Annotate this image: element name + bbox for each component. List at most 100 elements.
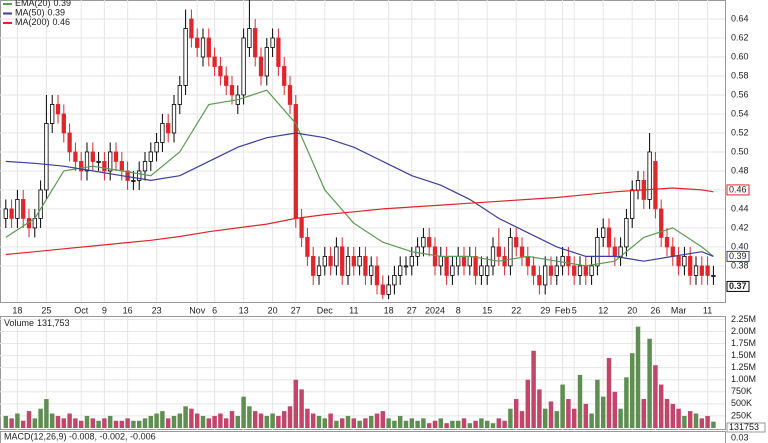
candle-body xyxy=(450,265,455,276)
y-tick-label: 250K xyxy=(731,410,752,420)
x-tick-label: Dec xyxy=(317,305,334,315)
volume-bar xyxy=(508,408,513,428)
candle-body xyxy=(583,265,588,276)
candle-body xyxy=(299,218,304,238)
volume-bar xyxy=(519,411,525,428)
volume-badge-label: 131753 xyxy=(729,422,759,432)
x-tick-label: 27 xyxy=(291,305,301,315)
candle-body xyxy=(398,265,403,276)
volume-bar xyxy=(15,413,20,428)
volume-bar xyxy=(473,420,478,428)
volume-bar xyxy=(525,379,531,428)
candle-body xyxy=(577,265,583,276)
legend-label: MA(200) 0.46 xyxy=(15,17,70,27)
volume-bar xyxy=(554,411,560,428)
volume-bar xyxy=(206,418,212,428)
volume-bar xyxy=(397,415,403,428)
y-tick-label: 0.42 xyxy=(731,222,749,232)
x-tick-label: 9 xyxy=(102,305,107,315)
y-tick-label: 0.50 xyxy=(731,146,749,156)
volume-bar xyxy=(711,421,716,428)
candle-body xyxy=(659,208,664,238)
candle-body xyxy=(357,256,362,267)
volume-bar xyxy=(502,420,507,428)
candle-body xyxy=(688,256,693,276)
candle-body xyxy=(3,208,8,219)
volume-bar xyxy=(61,418,67,428)
candle-body xyxy=(467,256,472,267)
legend-label: MA(50) 0.39 xyxy=(15,8,65,18)
candle-body xyxy=(403,265,409,268)
candle-body xyxy=(374,265,380,286)
y-tick-label: 0.62 xyxy=(731,32,749,42)
candle-body xyxy=(630,189,635,219)
y-tick-label: 0.03 xyxy=(731,432,749,442)
volume-bar xyxy=(20,420,26,428)
candle-body xyxy=(444,256,449,276)
candle-body xyxy=(363,256,368,276)
x-tick-label: 23 xyxy=(152,305,162,315)
candle-body xyxy=(61,113,66,134)
candle-body xyxy=(682,256,687,267)
volume-bar xyxy=(102,418,107,428)
volume-bar xyxy=(635,326,641,428)
volume-title: Volume 131,753 xyxy=(4,318,70,328)
candle-body xyxy=(456,256,461,267)
volume-bar xyxy=(171,415,177,428)
volume-bar xyxy=(426,423,432,428)
candle-body xyxy=(73,151,78,162)
x-tick-label: 29 xyxy=(540,305,550,315)
volume-bar xyxy=(316,415,322,428)
volume-bar xyxy=(212,415,217,428)
candle-body xyxy=(276,37,281,67)
volume-bar xyxy=(270,413,275,428)
candle-body xyxy=(566,256,571,267)
volume-bar xyxy=(229,411,235,428)
volume-bar xyxy=(113,420,119,428)
candle-body xyxy=(212,56,217,67)
candle-body xyxy=(224,75,229,86)
volume-bar xyxy=(653,365,658,428)
volume-bar xyxy=(386,418,391,428)
volume-bar xyxy=(444,423,449,428)
candle-body xyxy=(595,237,600,267)
volume-bar xyxy=(392,420,397,428)
candle-body xyxy=(496,246,501,257)
candle-body xyxy=(508,237,513,267)
candle-body xyxy=(606,227,612,248)
x-tick-label: 18 xyxy=(12,305,22,315)
x-tick-label: 16 xyxy=(123,305,133,315)
volume-bar xyxy=(223,418,229,428)
volume-bar xyxy=(513,399,519,428)
volume-bar xyxy=(618,408,623,428)
volume-bar xyxy=(78,420,84,428)
volume-bar xyxy=(84,415,90,428)
volume-bar xyxy=(281,411,287,428)
volume-bar xyxy=(455,420,461,428)
y-tick-label: 500K xyxy=(731,398,752,408)
volume-bar xyxy=(600,396,606,428)
y-tick-label: 1.00M xyxy=(731,374,756,384)
candle-body xyxy=(108,151,113,172)
volume-bar xyxy=(148,415,154,428)
candle-body xyxy=(432,246,438,267)
x-tick-label: Mar xyxy=(671,305,687,315)
x-tick-label: 11 xyxy=(703,305,712,315)
volume-bar xyxy=(73,418,78,428)
volume-bar xyxy=(705,415,710,428)
volume-bar xyxy=(687,411,693,428)
volume-bar xyxy=(374,413,380,428)
volume-bar xyxy=(484,420,490,428)
volume-bar xyxy=(299,389,304,428)
candle-body xyxy=(438,256,443,267)
x-tick-label: 27 xyxy=(407,305,417,315)
candle-body xyxy=(38,189,43,219)
candle-body xyxy=(44,123,49,191)
volume-bar xyxy=(647,338,652,428)
volume-bar xyxy=(328,413,333,428)
candle-body xyxy=(693,265,699,276)
candle-body xyxy=(305,237,310,257)
x-tick-label: 20 xyxy=(268,305,278,315)
legend-value: 0.39 xyxy=(48,8,66,18)
